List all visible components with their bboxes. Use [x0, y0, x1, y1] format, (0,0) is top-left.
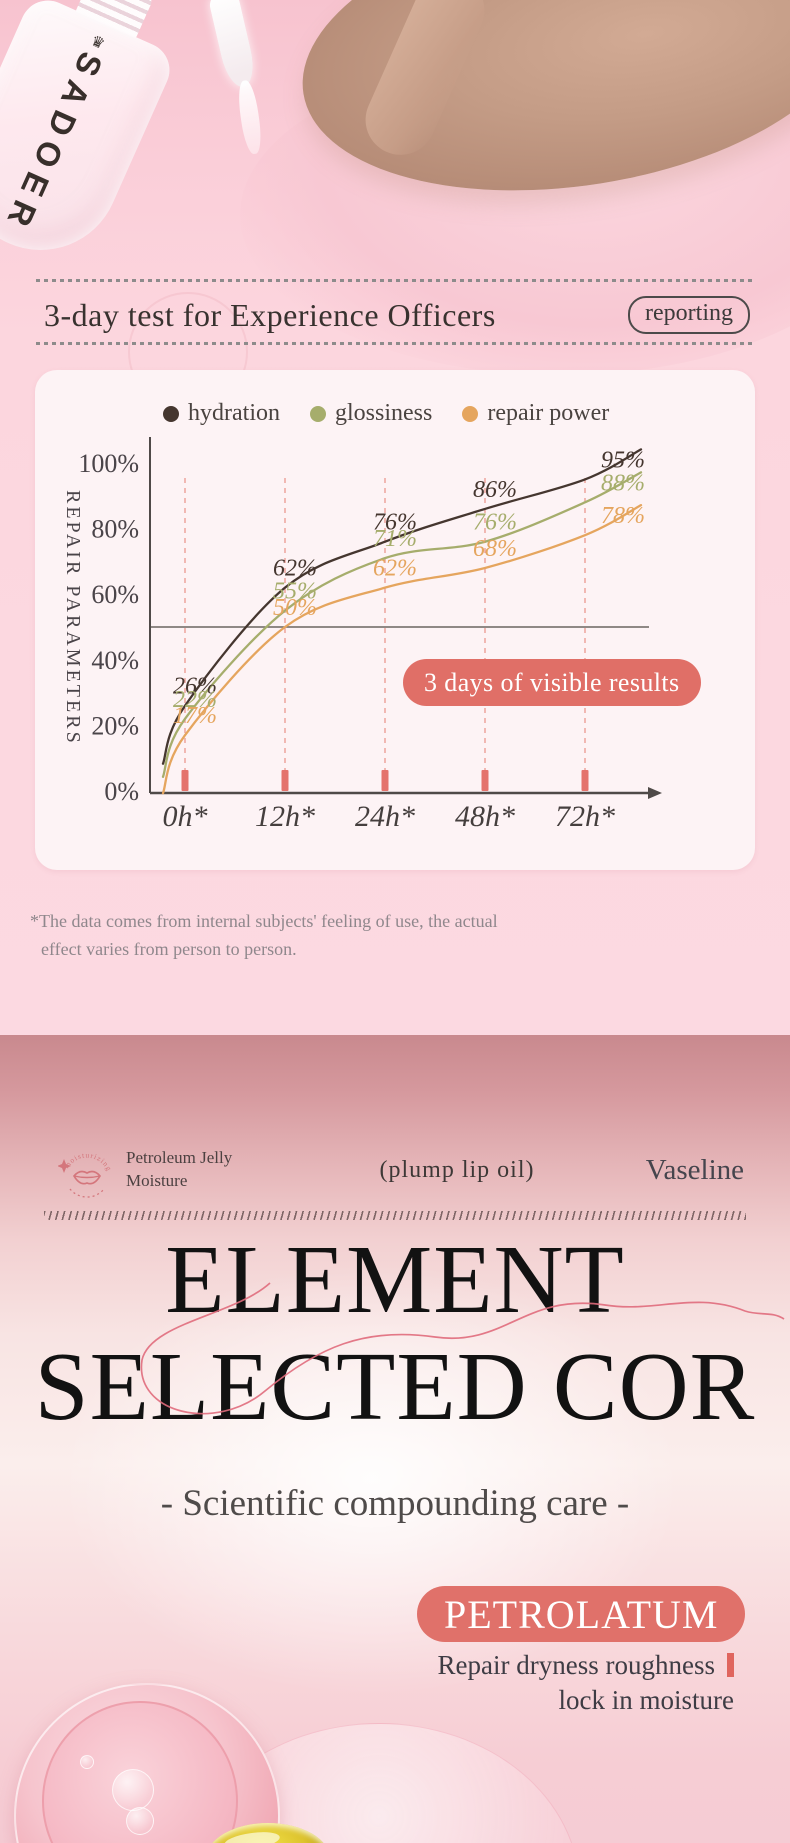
crown-icon: ♛ [85, 30, 110, 55]
svg-text:12h*: 12h* [255, 800, 315, 833]
legend-dot [163, 405, 179, 422]
svg-text:71%: 71% [373, 526, 417, 552]
hatched-divider [44, 1211, 746, 1220]
benefit-line1: Repair dryness roughness [437, 1650, 715, 1680]
legend-label: repair power [487, 400, 610, 426]
svg-text:88%: 88% [601, 470, 645, 496]
footnote-line2: effect varies from person to person. [41, 938, 297, 959]
stamp-arc-text: moisturizing [62, 1150, 113, 1172]
element-section: moisturizing Petroleum Jelly Moisture (p… [0, 1035, 790, 1843]
legend-dot [309, 405, 326, 422]
svg-text:72h*: 72h* [555, 800, 615, 833]
svg-text:76%: 76% [473, 510, 517, 536]
svg-text:26%: 26% [173, 674, 217, 700]
svg-text:40%: 40% [91, 646, 139, 675]
y-axis-title: REPAIR PARAMETERS [62, 490, 84, 746]
stamp-label-line2: Moisture [126, 1171, 188, 1190]
lips-stamp-icon: moisturizing [58, 1150, 114, 1198]
benefit-line2: lock in moisture [558, 1685, 734, 1716]
legend-item-hydration: hydration [163, 400, 280, 427]
svg-text:100%: 100% [78, 449, 139, 478]
red-accent-bar [727, 1653, 734, 1677]
section-subtitle: - Scientific compounding care - [160, 1483, 630, 1524]
brand-logo-text: SADOER [0, 47, 110, 241]
heading-line1: ELEMENT [165, 1226, 625, 1333]
sparkle-icon [58, 1159, 71, 1173]
legend-item-repair-power: repair power [462, 400, 609, 427]
stamp-label-line1: Petroleum Jelly [126, 1148, 233, 1168]
ingredient-badge: PETROLATUM [417, 1586, 746, 1642]
svg-text:55%: 55% [273, 579, 317, 605]
section-title: 3-day test for Experience Officers [44, 296, 496, 333]
product-type-label: (plump lip oil) [379, 1156, 535, 1183]
heading-line2: SELECTED COR [34, 1333, 756, 1440]
oil-drop-image [206, 1823, 330, 1843]
svg-text:68%: 68% [473, 536, 517, 562]
legend-item-glossiness: glossiness [309, 400, 433, 427]
svg-text:86%: 86% [473, 477, 517, 503]
svg-text:24h*: 24h* [355, 800, 415, 833]
legend-label: glossiness [334, 400, 433, 426]
svg-text:62%: 62% [273, 556, 317, 582]
vaseline-label: Vaseline [645, 1153, 744, 1186]
result-highlight-badge: 3 days of visible results [403, 659, 701, 706]
svg-text:0h*: 0h* [163, 800, 208, 833]
svg-text:50%: 50% [273, 595, 317, 621]
svg-text:76%: 76% [373, 510, 417, 536]
svg-text:62%: 62% [373, 556, 417, 582]
chart-legend: hydration glossiness repair power [163, 400, 609, 427]
footnote-line1: *The data comes from internal subjects' … [30, 911, 498, 931]
dashed-divider-bottom [36, 342, 754, 345]
test-heading-row: 3-day test for Experience Officers repor… [44, 292, 750, 338]
applicator-wand-image [207, 0, 259, 91]
petri-dish-pink-image [14, 1683, 280, 1843]
svg-text:moisturizing: moisturizing [62, 1150, 114, 1172]
svg-text:80%: 80% [91, 515, 139, 544]
dashed-divider-top [36, 279, 754, 282]
legend-dot [462, 405, 479, 422]
svg-text:95%: 95% [601, 447, 645, 473]
footnote: *The data comes from internal subjects' … [30, 908, 650, 964]
svg-text:17%: 17% [173, 703, 217, 729]
svg-text:20%: 20% [91, 711, 139, 740]
reporting-badge[interactable]: reporting [628, 296, 750, 334]
svg-text:78%: 78% [601, 503, 645, 529]
product-bottle-image: ♛ SADOER [0, 0, 205, 298]
svg-text:22%: 22% [173, 687, 217, 713]
benefit-text: Repair dryness roughness lock in moistur… [438, 1648, 734, 1718]
svg-text:60%: 60% [91, 580, 139, 609]
ingredient-header-row: moisturizing Petroleum Jelly Moisture (p… [58, 1139, 744, 1201]
svg-text:0%: 0% [104, 777, 139, 806]
line-chart: 0h* 12h* 24h* 48h* 72h* 0% 20% 40% 60% 80% 100% 26%… [78, 437, 662, 833]
svg-text:48h*: 48h* [455, 800, 515, 833]
bottle-body: ♛ SADOER [0, 0, 179, 276]
chart-card: hydration glossiness repair power 0h* 12h* 2… [35, 370, 755, 870]
test-section: ♛ SADOER 3-day test for Experience Offic… [0, 0, 790, 1035]
legend-label: hydration [188, 400, 280, 426]
